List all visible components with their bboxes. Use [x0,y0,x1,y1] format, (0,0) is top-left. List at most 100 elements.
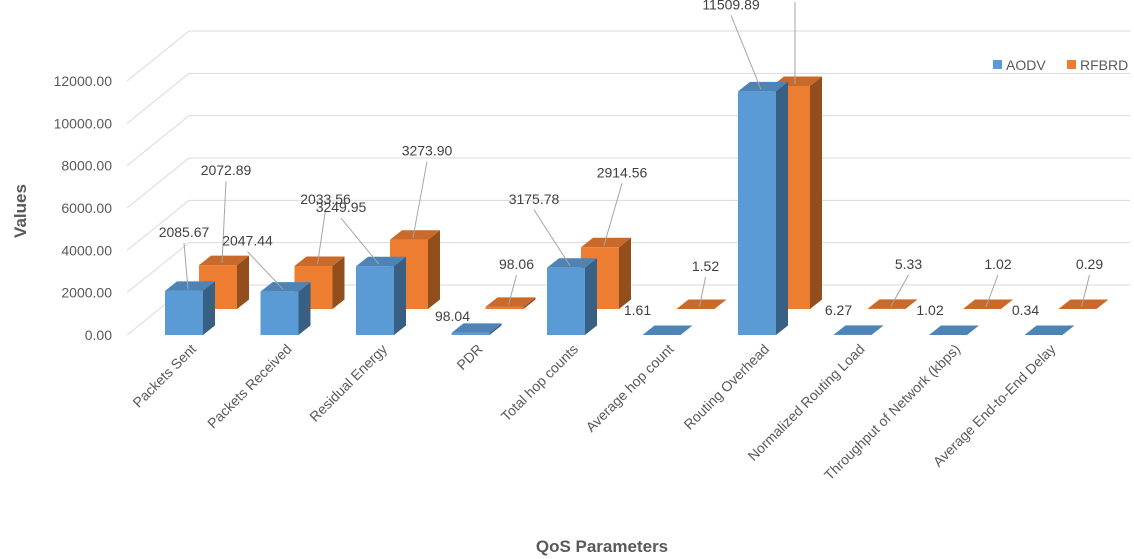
bar-top-face [929,325,979,335]
data-label: 0.34 [1012,302,1039,318]
bar-aodv [356,256,406,335]
bar-aodv [1024,325,1075,335]
bar-side-face [776,81,788,335]
leader-line [317,209,326,265]
bar-aodv [547,258,597,335]
data-label: 98.06 [499,256,534,272]
leader-line [603,183,623,246]
y-axis-ticks: 0.00 2000.00 4000.00 6000.00 8000.00 10000.00… [54,73,113,343]
bar-rfbrd [485,297,536,309]
x-tick-label: Total hop counts [498,341,581,424]
data-label: 3175.78 [509,191,560,207]
data-label: 3273.90 [402,143,453,159]
bar-aodv [738,81,788,335]
bar-top-face [738,81,788,92]
legend-label: AODV [1006,57,1046,73]
bar-aodv [929,325,979,335]
bar-side-face [203,281,215,335]
y-tick-label: 4000.00 [61,242,112,258]
data-label: 2033.56 [300,191,351,207]
x-tick-label: Routing Overhead [680,341,772,433]
bar-front-face [451,332,490,335]
data-label: 2047.44 [222,233,273,249]
y-tick-label: 12000.00 [54,73,113,89]
bar-front-face [738,91,776,335]
x-tick-label: Packets Sent [129,341,199,411]
bar-side-face [905,299,918,309]
leader-line [533,209,571,267]
data-label: 1.52 [692,258,719,274]
bar-rfbrd [199,255,249,309]
leader-line [412,161,428,238]
bar-side-face [298,282,311,335]
bar-front-face [165,290,203,335]
bar-top-face [833,325,884,335]
x-tick-label: Packets Received [204,341,295,432]
y-tick-label: 6000.00 [61,200,112,216]
bar-aodv [451,323,502,335]
y-tick-label: 8000.00 [61,158,112,174]
bar-side-face [1001,299,1013,309]
bar-top-face [165,281,215,291]
bar-top-face [260,282,311,292]
bar-side-face [394,256,406,335]
bar-top-face [390,230,440,240]
leader-line [221,181,227,264]
bar-side-face [1096,299,1109,309]
bar-top-face [963,299,1013,309]
bar-side-face [489,323,502,335]
gridlines [126,30,1130,336]
bar-side-face [428,230,440,309]
leader-line [699,276,706,308]
leader-line [890,274,909,308]
x-axis-ticks: Packets Sent Packets Received Residual Ene… [129,341,1058,483]
y-tick-label: 10000.00 [54,115,113,131]
bar-side-face [810,76,822,310]
data-label: 3249.95 [316,199,367,215]
data-label: 6.27 [825,302,852,318]
bar-side-face [619,237,631,309]
bar-front-face [260,291,299,335]
bar-side-face [332,256,345,309]
leader-line [508,274,517,306]
bar-front-face [547,267,585,335]
bar-top-face [581,237,631,248]
data-label: 11509.89 [702,0,760,12]
bar-side-face [523,297,536,309]
bar-front-face [485,306,524,309]
legend-label: RFBRD [1080,57,1128,73]
bar-top-face [451,323,502,333]
bar-top-face [547,258,597,268]
leader-line [1081,274,1090,308]
y-axis-title: Values [11,184,30,238]
y-tick-label: 2000.00 [61,285,112,301]
leader-line [247,251,284,291]
bar-aodv [833,325,884,335]
gridline [126,30,1130,82]
data-label: 1.61 [624,302,651,318]
x-axis-title: QoS Parameters [536,537,668,556]
bar-aodv [642,325,693,335]
bar-top-face [676,299,727,309]
data-label: 2072.89 [201,162,252,178]
bar-top-face [199,255,249,266]
bar-rfbrd [963,299,1013,309]
data-label: 2914.56 [597,164,648,180]
bar-side-face [714,299,727,309]
leader-line [340,217,380,265]
bar-side-face [680,325,693,335]
bar-side-face [1062,325,1075,335]
bar-top-face [642,325,693,335]
bar-front-face [356,266,394,335]
leader-line [183,242,189,289]
data-label: 98.04 [435,308,470,324]
bar-aodv [260,282,311,335]
legend-item-rfbrd: RFBRD [1067,57,1128,73]
x-tick-label: Average hop count [582,341,676,435]
bar-top-face [294,256,345,266]
bars [165,76,1109,335]
data-label: 1.02 [916,302,943,318]
data-label: 1.02 [984,256,1011,272]
data-labels: 2072.892033.563273.9098.062914.561.52105… [159,0,1104,324]
bar-top-face [1024,325,1075,335]
